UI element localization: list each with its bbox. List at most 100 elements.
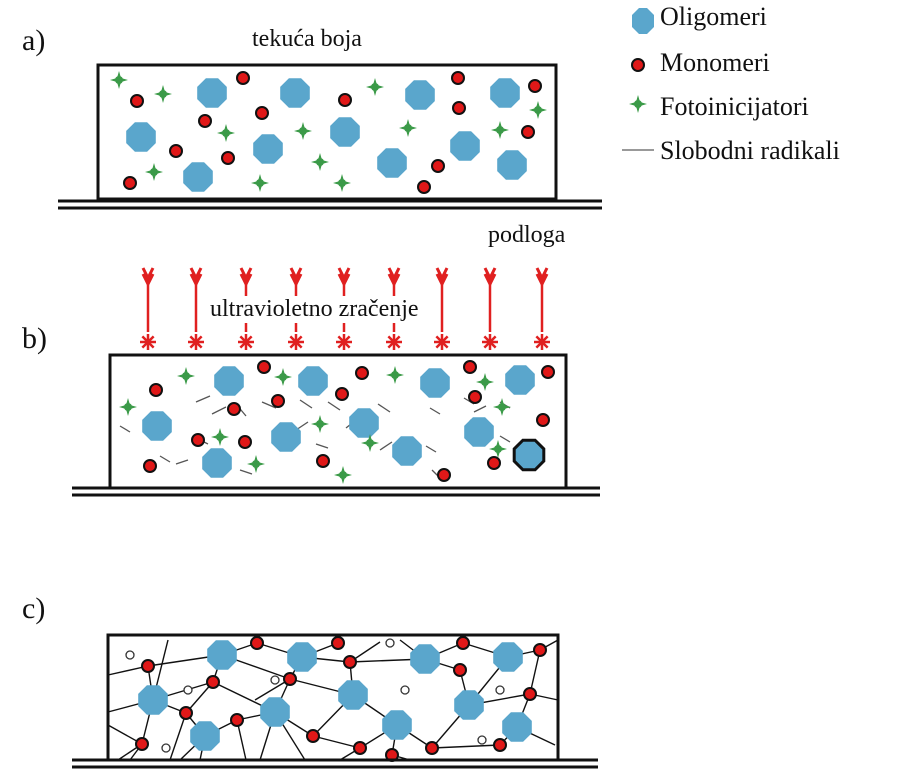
photoinitiator [110, 71, 128, 89]
uv-radiation-label: ultravioletno zračenje [208, 296, 421, 323]
monomer [451, 71, 465, 85]
photoinitiator [334, 466, 352, 484]
legend-icons [622, 8, 654, 151]
monomer [250, 636, 264, 650]
oligomer [298, 366, 328, 396]
photoinitiator [154, 85, 172, 103]
unreacted-site [385, 638, 395, 648]
legend-photoinitiator-label: Fotoinicijatori [660, 92, 809, 121]
free-radical [315, 443, 329, 449]
monomer [523, 687, 537, 701]
free-radical [239, 469, 253, 475]
unreacted-site [270, 675, 280, 685]
monomer [179, 706, 193, 720]
monomer [456, 636, 470, 650]
monomer [343, 655, 357, 669]
monomer [316, 454, 330, 468]
crosslink [431, 744, 501, 749]
legend-oligomer-icon [632, 8, 654, 34]
oligomer [505, 365, 535, 395]
unreacted-site [477, 735, 487, 745]
free-radical [377, 403, 391, 413]
photoinitiator [294, 122, 312, 140]
oligomer [183, 162, 213, 192]
monomer [143, 459, 157, 473]
uv-arrow [482, 267, 498, 350]
photoinitiator [491, 121, 509, 139]
photoinitiator [489, 440, 507, 458]
photoinitiator [529, 101, 547, 119]
photoinitiator [493, 398, 511, 416]
uv-arrow [140, 267, 156, 350]
oligomer [207, 640, 237, 670]
monomer [355, 366, 369, 380]
monomer [230, 713, 244, 727]
free-radical [327, 401, 341, 411]
unreacted-site [183, 685, 193, 695]
panel-a-caption: tekuća boja [252, 26, 362, 52]
monomer [238, 435, 252, 449]
uv-arrow [188, 267, 204, 350]
oligomer [392, 436, 422, 466]
monomer [425, 741, 439, 755]
monomer [331, 636, 345, 650]
unreacted-site [495, 685, 505, 695]
oligomer [214, 366, 244, 396]
oligomer [377, 148, 407, 178]
monomer [353, 741, 367, 755]
oligomer [382, 710, 412, 740]
oligomer [138, 685, 168, 715]
uv-arrow [434, 267, 450, 350]
oligomer [202, 448, 232, 478]
substrate-label: podloga [488, 222, 566, 248]
panel-a [58, 63, 602, 210]
photoinitiator [251, 174, 269, 192]
oligomer [410, 644, 440, 674]
free-radical [473, 405, 487, 413]
free-radical [159, 455, 171, 463]
free-radical [429, 407, 441, 415]
unreacted-site [125, 650, 135, 660]
monomer [198, 114, 212, 128]
free-radical [119, 425, 131, 433]
monomer [431, 159, 445, 173]
monomer [417, 180, 431, 194]
photoinitiator [217, 124, 235, 142]
photoinitiator [211, 428, 229, 446]
oligomer [126, 122, 156, 152]
photoinitiator [361, 434, 379, 452]
crosslink [312, 735, 361, 749]
free-radical [379, 441, 393, 451]
monomer [487, 456, 501, 470]
unreacted-site [400, 685, 410, 695]
oligomer [497, 150, 527, 180]
monomer [468, 390, 482, 404]
monomer [493, 738, 507, 752]
panel-a-layer [96, 63, 558, 201]
free-radical [211, 406, 227, 415]
oligomer [493, 642, 523, 672]
panel-b [72, 267, 600, 497]
free-radical [175, 459, 189, 465]
oligomer [464, 417, 494, 447]
free-radical [425, 445, 437, 453]
oligomer [330, 117, 360, 147]
legend-radical-label: Slobodni radikali [660, 136, 840, 165]
monomer [463, 360, 477, 374]
oligomer [349, 408, 379, 438]
monomer [227, 402, 241, 416]
monomer [221, 151, 235, 165]
free-radical [261, 401, 277, 409]
monomer [271, 394, 285, 408]
monomer [141, 659, 155, 673]
oligomer-highlighted [512, 438, 546, 472]
photoinitiator [119, 398, 137, 416]
monomer [521, 125, 535, 139]
legend-photoinitiator-icon [629, 95, 647, 113]
oligomer [260, 697, 290, 727]
monomer [255, 106, 269, 120]
oligomer [197, 78, 227, 108]
monomer [335, 387, 349, 401]
panel-c-label: c) [22, 592, 46, 625]
